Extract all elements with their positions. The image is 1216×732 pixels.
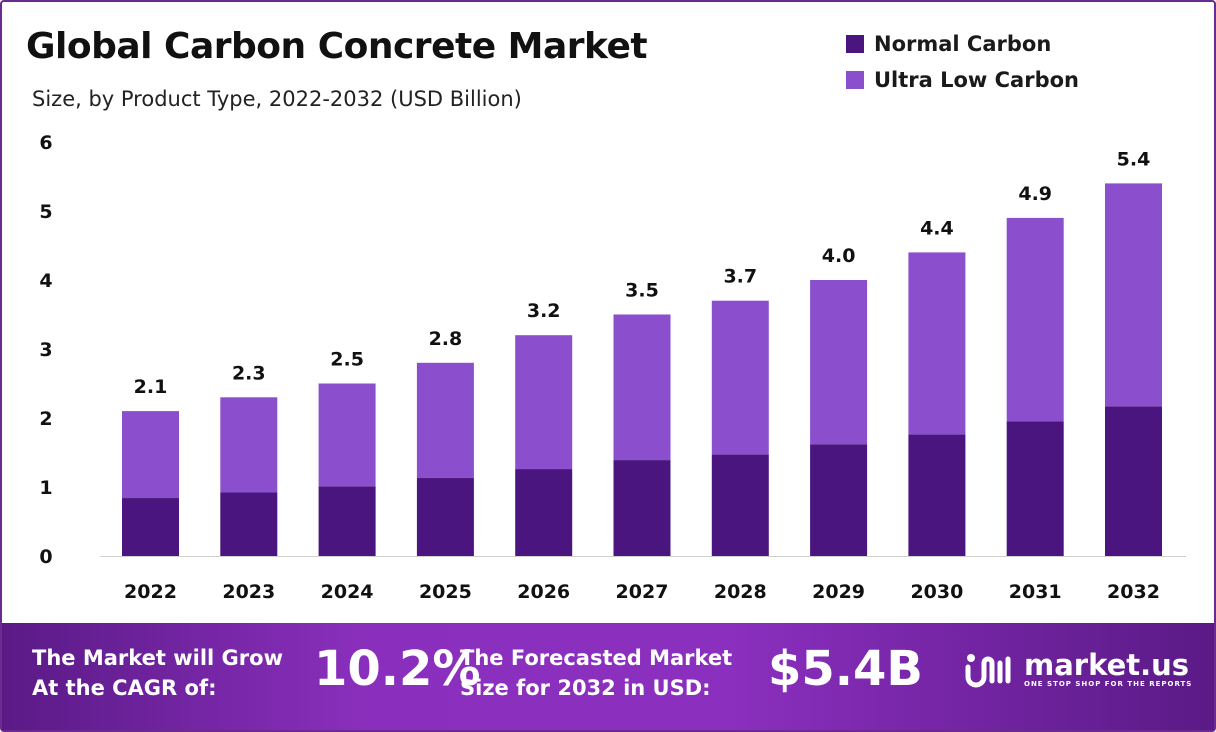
bar-ultra-low-carbon (810, 280, 868, 445)
x-tick-label: 2027 (616, 581, 669, 603)
bar-total-label: 2.8 (429, 328, 463, 350)
forecast-size-label: The Forecasted Market Size for 2032 in U… (460, 646, 733, 700)
bar-chart: 0 1 2 3 4 5 6 2.1 2022 2.3 2023 2.5 2024 2.8 2025 3.2 20… (39, 132, 1186, 603)
bar-ultra-low-carbon (613, 314, 671, 461)
y-tick-label: 1 (39, 477, 52, 499)
x-tick-label: 2022 (124, 581, 177, 603)
footer-banner: The Market will Grow At the CAGR of: 10.… (2, 623, 1214, 730)
bar-total-label: 2.3 (232, 362, 266, 384)
legend-item-normal-carbon: Normal Carbon (846, 26, 1079, 62)
x-tick-label: 2028 (714, 581, 767, 603)
bar-total-label: 5.4 (1117, 148, 1151, 170)
legend-swatch-ultra-low-carbon (846, 71, 864, 89)
brand-tagline: ONE STOP SHOP FOR THE REPORTS (1024, 680, 1193, 688)
bar-normal-carbon (711, 454, 769, 556)
x-tick-label: 2031 (1009, 581, 1062, 603)
bar-normal-carbon (122, 498, 179, 556)
x-tick-label: 2029 (812, 581, 865, 603)
bar-ultra-low-carbon (1105, 183, 1162, 407)
x-tick-label: 2026 (517, 581, 570, 603)
y-tick-label: 4 (39, 270, 52, 292)
y-tick-label: 0 (39, 546, 52, 568)
legend-item-ultra-low-carbon: Ultra Low Carbon (846, 62, 1079, 98)
brand-logo-group: market.us ONE STOP SHOP FOR THE REPORTS (964, 649, 1192, 689)
forecast-size-value: $5.4B (768, 641, 924, 697)
bar-normal-carbon (1105, 406, 1162, 556)
y-tick-label: 3 (39, 339, 52, 361)
bar-normal-carbon (908, 434, 966, 556)
y-tick-label: 2 (39, 408, 52, 430)
bar-total-label: 3.2 (527, 300, 561, 322)
bar-normal-carbon (220, 492, 278, 556)
market-us-logo-icon (965, 654, 1011, 688)
bar-ultra-low-carbon (515, 335, 573, 470)
bar-normal-carbon (515, 469, 573, 556)
x-tick-label: 2030 (910, 581, 963, 603)
bar-normal-carbon (416, 478, 474, 556)
x-tick-label: 2025 (419, 581, 472, 603)
bar-total-label: 2.1 (134, 376, 168, 398)
bar-normal-carbon (318, 486, 376, 556)
bar-normal-carbon (1006, 421, 1064, 556)
bar-total-label: 3.7 (723, 266, 757, 288)
bar-ultra-low-carbon (318, 383, 376, 487)
bar-total-label: 2.5 (330, 349, 364, 371)
bar-normal-carbon (613, 460, 671, 556)
legend: Normal Carbon Ultra Low Carbon (846, 26, 1079, 98)
bar-total-label: 4.0 (822, 245, 856, 267)
bar-total-label: 4.9 (1018, 183, 1052, 205)
chart-title: Global Carbon Concrete Market (26, 26, 648, 67)
bar-ultra-low-carbon (220, 397, 278, 493)
cagr-label: The Market will Grow At the CAGR of: (32, 646, 283, 700)
bar-normal-carbon (810, 444, 868, 556)
bar-ultra-low-carbon (1006, 217, 1064, 422)
y-tick-label: 5 (39, 201, 52, 223)
legend-label: Ultra Low Carbon (874, 68, 1079, 92)
bar-ultra-low-carbon (122, 411, 179, 499)
chart-subtitle: Size, by Product Type, 2022-2032 (USD Bi… (32, 87, 522, 111)
bar-ultra-low-carbon (908, 252, 966, 435)
legend-label: Normal Carbon (874, 32, 1052, 56)
bar-total-label: 4.4 (920, 217, 954, 239)
brand-name: market.us (1024, 648, 1190, 682)
legend-swatch-normal-carbon (846, 35, 864, 53)
x-tick-label: 2032 (1107, 581, 1160, 603)
cagr-value: 10.2% (314, 641, 481, 697)
x-tick-label: 2023 (222, 581, 275, 603)
bar-ultra-low-carbon (416, 362, 474, 479)
x-tick-label: 2024 (321, 581, 374, 603)
bar-total-label: 3.5 (625, 280, 659, 302)
bar-ultra-low-carbon (711, 300, 769, 455)
y-tick-label: 6 (39, 132, 52, 154)
